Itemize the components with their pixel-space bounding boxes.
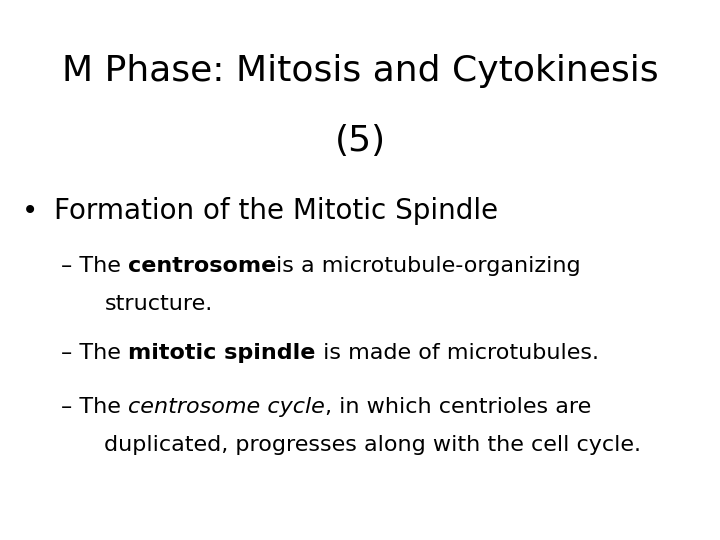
- Text: is a microtubule-organizing: is a microtubule-organizing: [276, 256, 581, 276]
- Text: , in which centrioles are: , in which centrioles are: [325, 397, 591, 417]
- Text: centrosome cycle: centrosome cycle: [128, 397, 325, 417]
- Text: •: •: [22, 197, 38, 225]
- Text: – The: – The: [61, 256, 128, 276]
- Text: M Phase: Mitosis and Cytokinesis: M Phase: Mitosis and Cytokinesis: [62, 54, 658, 88]
- Text: – The: – The: [61, 343, 128, 363]
- Text: (5): (5): [334, 124, 386, 158]
- Text: mitotic spindle: mitotic spindle: [128, 343, 315, 363]
- Text: – The: – The: [61, 397, 128, 417]
- Text: is made of microtubules.: is made of microtubules.: [315, 343, 598, 363]
- Text: structure.: structure.: [104, 294, 212, 314]
- Text: duplicated, progresses along with the cell cycle.: duplicated, progresses along with the ce…: [104, 435, 642, 455]
- Text: centrosome: centrosome: [128, 256, 276, 276]
- Text: Formation of the Mitotic Spindle: Formation of the Mitotic Spindle: [54, 197, 498, 225]
